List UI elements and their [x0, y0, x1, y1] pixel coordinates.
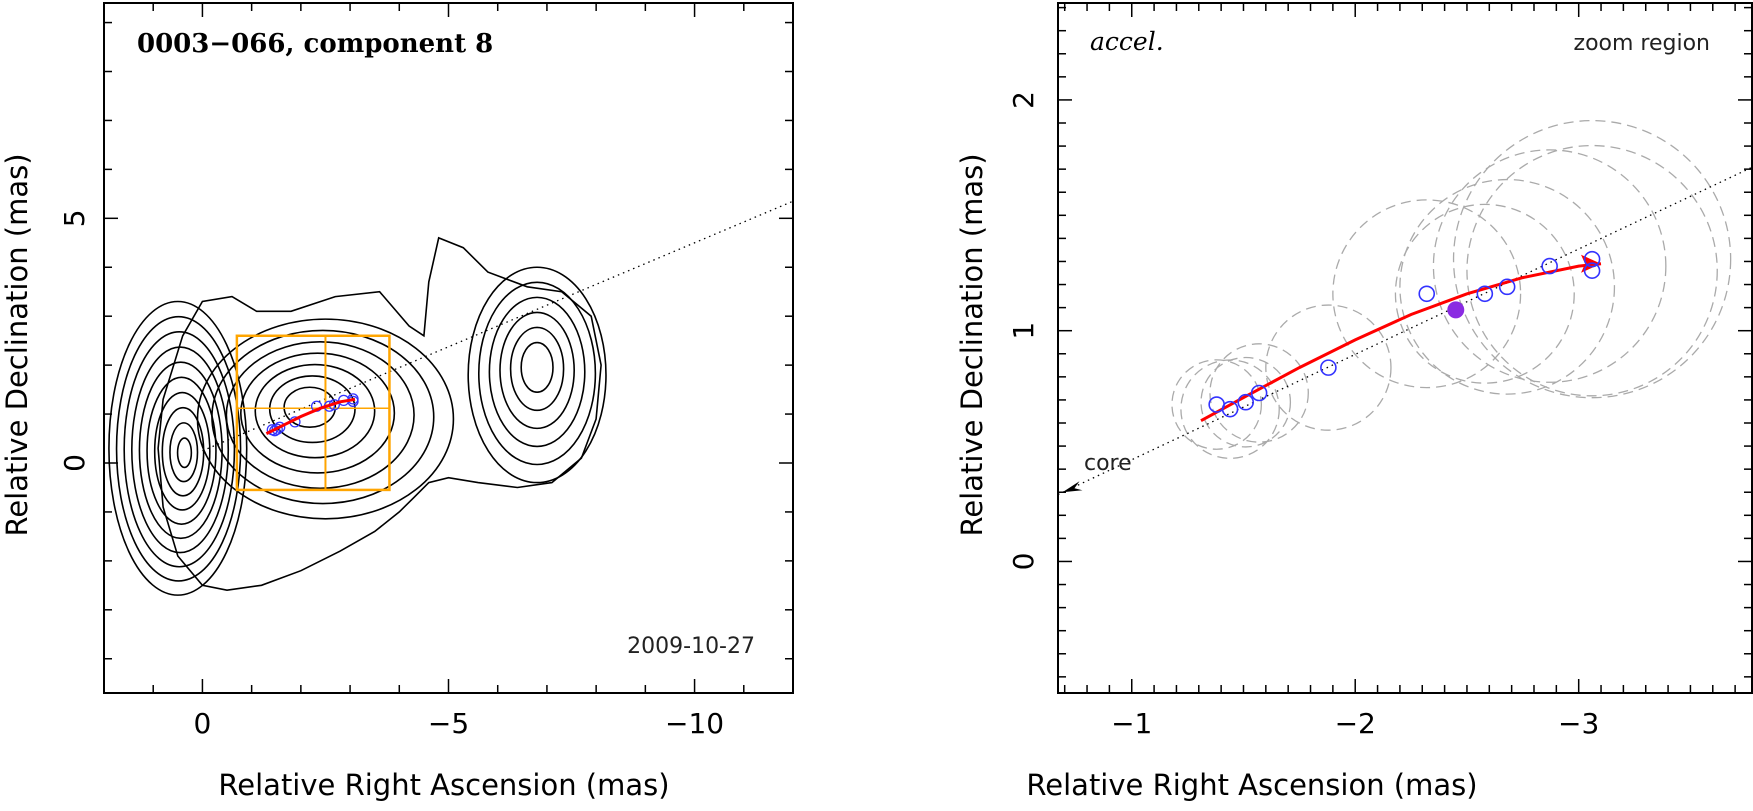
x-tick-label: −2	[1335, 707, 1376, 740]
y-tick-label: 1	[1007, 322, 1040, 340]
reference-epoch-point	[1447, 301, 1465, 319]
contour-outer-lobe-2	[488, 296, 586, 448]
y-tick-label: 5	[58, 209, 91, 227]
x-tick-label: −10	[665, 707, 724, 740]
panel-title: 0003−066, component 8	[137, 29, 493, 59]
contour-core-4	[138, 361, 223, 540]
jet-axis-line	[202, 200, 794, 452]
zoom-panel: −1 −2 −3 0 1 2 accel. zoom region core Relati…	[955, 2, 1753, 802]
contour-mid-5	[268, 375, 356, 444]
core-arrow-head	[1062, 481, 1083, 493]
x-tick-label: 0	[194, 707, 212, 740]
component-size-circle	[1466, 144, 1718, 397]
component-size-circle	[1394, 203, 1575, 384]
x-axis-title: Relative Right Ascension (mas)	[218, 768, 669, 802]
panel-subtitle: zoom region	[1574, 31, 1710, 56]
overview-panel: 0 −5 −10 0 5 0003−066, component 8 2009-10-2…	[0, 2, 794, 802]
zoom-region-box	[235, 334, 391, 492]
jet-axis-line	[1057, 166, 1753, 496]
contour-outer-lobe-4	[509, 326, 565, 412]
contour-mid-6	[283, 386, 337, 428]
component-size-circle	[1171, 359, 1263, 450]
component-point	[1476, 285, 1494, 303]
contour-outer-lobe-0	[467, 266, 607, 484]
component-point	[1418, 285, 1436, 303]
y-axis-title: Relative Declination (mas)	[0, 153, 34, 536]
contour-outer-lobe-1	[477, 281, 597, 466]
y-tick-label: 2	[1007, 91, 1040, 109]
component-point	[1250, 384, 1268, 402]
contour-core-3	[131, 346, 230, 554]
trajectory-curve	[265, 397, 356, 435]
x-tick-label: −1	[1111, 707, 1152, 740]
contour-mid-0	[196, 318, 455, 520]
tick-labels: 0 −5 −10 0 5	[58, 209, 724, 740]
component-point	[274, 421, 286, 433]
y-axis-title: Relative Declination (mas)	[955, 153, 989, 536]
component-size-circle	[1200, 356, 1292, 448]
contour-core-5	[146, 376, 217, 525]
contour-outer-lobe-5	[520, 341, 554, 394]
component-point	[1221, 400, 1239, 418]
jet-axis	[202, 200, 794, 452]
contour-core-8	[169, 422, 199, 483]
component-size-circle	[1265, 304, 1392, 431]
component-size-circle	[1452, 119, 1732, 399]
contour-core-9	[176, 437, 193, 469]
fitted-trajectory	[1200, 254, 1602, 423]
axis-ticks	[1058, 3, 1752, 693]
component-positions	[1208, 250, 1601, 418]
contour-outer	[157, 236, 602, 592]
component-point	[1320, 359, 1337, 376]
contour-core-6	[153, 391, 211, 511]
panel-title: accel.	[1090, 27, 1164, 56]
x-tick-label: −5	[428, 707, 469, 740]
observation-date: 2009-10-27	[627, 634, 755, 659]
x-axis-title: Relative Right Ascension (mas)	[1026, 768, 1477, 802]
x-tick-label: −3	[1558, 707, 1599, 740]
tick-labels: −1 −2 −3 0 1 2	[1007, 91, 1599, 740]
component-point	[1541, 257, 1558, 275]
y-tick-label: 0	[1007, 553, 1040, 571]
trajectory-curve	[1200, 262, 1602, 423]
component-size-circles	[1171, 119, 1732, 459]
zoom-box-outline	[235, 334, 391, 492]
contour-mid-4	[254, 363, 376, 459]
component-point	[1583, 250, 1601, 268]
core-label: core	[1084, 451, 1132, 476]
y-tick-label: 0	[58, 454, 91, 472]
component-point	[1498, 278, 1516, 296]
contour-core-1	[115, 315, 242, 582]
contour-core-7	[161, 406, 205, 497]
axis-ticks	[104, 3, 793, 693]
contour-core-2	[123, 331, 236, 568]
jet-axis	[1057, 166, 1753, 496]
component-size-circle	[1399, 178, 1616, 395]
component-size-circle	[1332, 199, 1522, 389]
component-size-circle	[1432, 149, 1667, 383]
contour-mid-3	[240, 352, 396, 474]
contour-mid-2	[225, 341, 415, 490]
component-point	[347, 393, 359, 405]
component-size-circle	[1209, 343, 1309, 443]
component-point	[1583, 262, 1601, 279]
plot-frame	[1057, 2, 1753, 694]
contour-mid-1	[211, 329, 435, 505]
contour-core-0	[108, 300, 248, 596]
component-point	[1237, 393, 1255, 411]
intensity-contours	[108, 236, 607, 596]
contour-outer-lobe-3	[499, 311, 575, 430]
fitted-trajectory	[265, 397, 356, 435]
